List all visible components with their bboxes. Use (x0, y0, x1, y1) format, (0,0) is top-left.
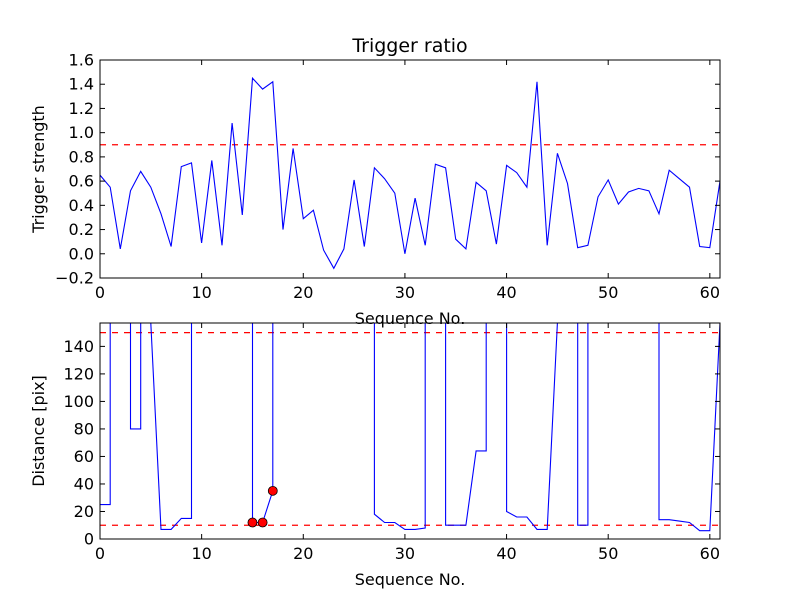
y-tick-label: 0 (84, 530, 94, 549)
y-tick-label: 1.0 (69, 123, 94, 142)
x-tick-label: 50 (598, 283, 618, 302)
x-tick-label: 10 (191, 544, 211, 563)
x-axis-label: Sequence No. (355, 570, 466, 589)
y-tick-label: 60 (74, 447, 94, 466)
x-tick-label: 30 (395, 544, 415, 563)
y-tick-label: 0.6 (69, 172, 94, 191)
data-marker-1 (247, 517, 258, 528)
data-marker-3 (267, 485, 278, 496)
y-tick-label: 0.0 (69, 244, 94, 263)
y-axis-label: Distance [pix] (29, 375, 48, 487)
x-tick-label: 60 (700, 544, 720, 563)
chart-title: Trigger ratio (351, 35, 467, 57)
x-tick-label: 20 (293, 283, 313, 302)
y-tick-label: −0.2 (55, 269, 94, 288)
y-tick-label: 1.6 (69, 51, 94, 70)
chart-panel-2: 0 10 20 30 40 50 60 0 20 40 60 80 100 120 140 Sequence … (29, 322, 721, 589)
series-line-1 (100, 76, 720, 270)
x-tick-label: 0 (95, 544, 105, 563)
axes-frame (99, 322, 721, 540)
y-tick-label: 80 (74, 419, 94, 438)
y-tick-label: 1.4 (69, 75, 94, 94)
y-tick-label: 100 (63, 392, 94, 411)
charts: 0 10 20 30 40 50 60 −0.2 0.0 0.2 0.4 0.6 0.8 1.0 1.2 1.… (29, 35, 721, 589)
axes-frame (99, 59, 721, 279)
x-tick-label: 10 (191, 283, 211, 302)
y-tick-label: 20 (74, 502, 94, 521)
x-tick-label: 0 (95, 283, 105, 302)
x-axis-label: Sequence No. (355, 309, 466, 328)
y-tick-label: 40 (74, 474, 94, 493)
x-tick-label: 60 (700, 283, 720, 302)
y-tick-label: 0.4 (69, 196, 94, 215)
y-tick-label: 1.2 (69, 99, 94, 118)
y-tick-label: 120 (63, 364, 94, 383)
x-tick-label: 40 (496, 283, 516, 302)
x-tick-label: 50 (598, 544, 618, 563)
x-tick-label: 20 (293, 544, 313, 563)
data-marker-2 (257, 517, 268, 528)
x-tick-label: 40 (496, 544, 516, 563)
x-tick-label: 30 (395, 283, 415, 302)
series-line-1 (100, 323, 720, 532)
y-tick-label: 0.2 (69, 220, 94, 239)
y-tick-label: 0.8 (69, 147, 94, 166)
y-tick-label: 140 (63, 337, 94, 356)
y-axis-label: Trigger strength (29, 105, 48, 234)
